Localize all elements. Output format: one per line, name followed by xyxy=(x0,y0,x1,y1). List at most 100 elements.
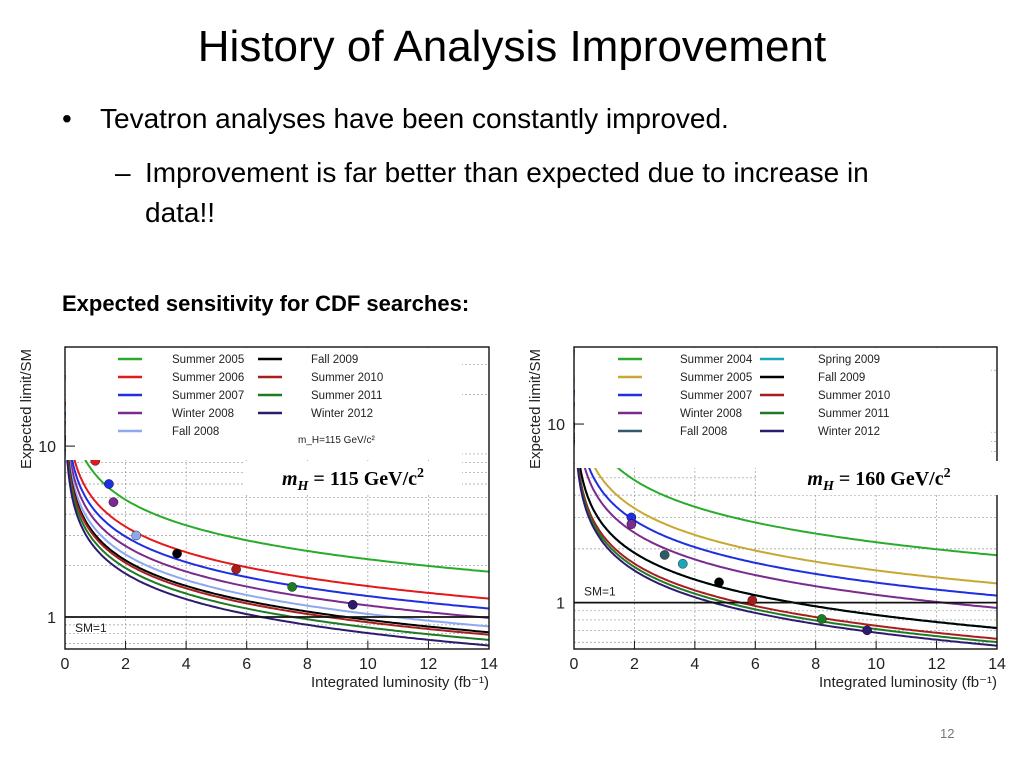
x-tick-label: 8 xyxy=(811,656,820,673)
slide-title: History of Analysis Improvement xyxy=(197,22,827,71)
data-point-fall-2008 xyxy=(659,550,670,560)
x-tick-label: 0 xyxy=(61,656,70,673)
data-point-winter-2008 xyxy=(108,497,119,507)
legend-label-fall-2008: Fall 2008 xyxy=(680,426,727,438)
mass-value: = 160 GeV/c xyxy=(834,468,944,490)
legend-label-winter-2012: Winter 2012 xyxy=(818,426,880,438)
x-tick-label: 2 xyxy=(630,656,639,673)
y-tick-label: 1 xyxy=(556,596,565,613)
x-tick-label: 4 xyxy=(182,656,191,673)
x-tick-label: 14 xyxy=(480,656,498,673)
series-line-winter-2008 xyxy=(574,402,997,609)
legend-label-summer-2010: Summer 2010 xyxy=(311,372,383,384)
series-line-summer-2005 xyxy=(65,374,489,573)
mass-annotation: mH = 160 GeV/c2 xyxy=(807,466,950,494)
legend-label-summer-2004: Summer 2004 xyxy=(680,354,753,366)
chart-caption: Expected sensitivity for CDF searches: xyxy=(62,291,470,316)
sm-reference-label: SM=1 xyxy=(584,585,616,599)
sub-bullet-text: Improvement is far better than expected … xyxy=(145,157,869,228)
series-line-fall-2009 xyxy=(65,435,489,634)
legend-label-summer-2005: Summer 2005 xyxy=(680,372,752,384)
series-line-summer-2007 xyxy=(574,390,997,597)
series-line-summer-2005 xyxy=(574,377,997,585)
series-line-summer-2010 xyxy=(574,433,997,640)
x-tick-label: 4 xyxy=(690,656,699,673)
data-point-spring-2009 xyxy=(677,558,688,569)
curves xyxy=(65,374,489,647)
series-line-summer-2010 xyxy=(65,437,489,636)
mass-superscript: 2 xyxy=(944,466,951,481)
data-point-summer-2010 xyxy=(747,595,758,606)
legend-label-winter-2012: Winter 2012 xyxy=(311,408,373,420)
data-point-summer-2011 xyxy=(287,582,297,592)
legend-label-summer-2011: Summer 2011 xyxy=(818,408,889,420)
data-point-summer-2010 xyxy=(231,564,241,575)
data-point-winter-2012 xyxy=(862,625,872,636)
x-tick-label: 12 xyxy=(928,656,946,673)
mass-annotation-box xyxy=(244,461,462,495)
legend-label-summer-2011: Summer 2011 xyxy=(311,390,382,402)
chart-mh115: Summer 2005 Summer 2006 Summer 2007 Winter … xyxy=(18,346,498,691)
x-axis-title: Integrated luminosity (fb⁻¹) xyxy=(819,674,997,691)
y-tick-label: 10 xyxy=(547,417,565,434)
legend-background xyxy=(66,348,462,460)
legend-background xyxy=(575,348,991,468)
data-point-summer-2007 xyxy=(104,479,114,489)
y-axis-title: Expected limit/SM xyxy=(527,349,544,469)
x-tick-label: 0 xyxy=(570,656,579,673)
legend-label-winter-2008: Winter 2008 xyxy=(172,408,234,420)
sm-reference-label: SM=1 xyxy=(75,621,107,635)
mass-symbol: m xyxy=(282,468,298,490)
series-line-summer-2007 xyxy=(65,411,489,610)
legend: Summer 2004 Summer 2005 Summer 2007 Winter … xyxy=(575,348,991,468)
chart-mh160: Summer 2004 Summer 2005 Summer 2007 Winter … xyxy=(527,346,1006,691)
x-tick-label: 8 xyxy=(303,656,312,673)
legend: Summer 2005 Summer 2006 Summer 2007 Winter … xyxy=(66,348,462,460)
plot-frame xyxy=(64,346,490,650)
bullet-text: Tevatron analyses have been constantly i… xyxy=(100,103,729,134)
x-tick-label: 2 xyxy=(121,656,130,673)
data-point-winter-2008 xyxy=(626,519,637,529)
x-tick-label: 6 xyxy=(751,656,760,673)
x-tick-label: 14 xyxy=(988,656,1006,673)
y-axis-title: Expected limit/SM xyxy=(18,349,35,469)
legend-label-summer-2005: Summer 2005 xyxy=(172,354,244,366)
mass-annotation: mH = 115 GeV/c2 xyxy=(282,466,424,494)
series-line-summer-2006 xyxy=(65,401,489,600)
series-line-summer-2011 xyxy=(574,436,997,644)
mass-subscript: H xyxy=(822,479,835,494)
mass-subscript: H xyxy=(297,479,310,494)
legend-label-fall-2008: Fall 2008 xyxy=(172,426,219,438)
x-tick-label: 12 xyxy=(420,656,438,673)
mass-superscript: 2 xyxy=(417,466,424,481)
data-point-fall-2009 xyxy=(714,577,724,588)
data-point-fall-2008 xyxy=(131,530,141,541)
data-point-winter-2012 xyxy=(347,599,358,610)
x-tick-label: 6 xyxy=(242,656,251,673)
data-point-summer-2011 xyxy=(816,614,827,624)
legend-label-fall-2009: Fall 2009 xyxy=(311,354,358,366)
legend-label-spring-2009: Spring 2009 xyxy=(818,354,880,366)
legend-label-summer-2007: Summer 2007 xyxy=(680,390,752,402)
legend-label-fall-2009: Fall 2009 xyxy=(818,372,865,384)
y-tick-label: 1 xyxy=(47,610,56,627)
series-line-winter-2012 xyxy=(65,448,489,647)
data-point-fall-2009 xyxy=(172,548,182,559)
legend-label-summer-2007: Summer 2007 xyxy=(172,390,244,402)
series-line-winter-2008 xyxy=(65,421,489,619)
series-line-summer-2011 xyxy=(65,443,489,641)
y-tick-label: 10 xyxy=(38,439,56,456)
mass-annotation-box xyxy=(758,461,1000,495)
x-tick-label: 10 xyxy=(359,656,377,673)
legend-label-summer-2010: Summer 2010 xyxy=(818,390,890,402)
x-tick-label: 10 xyxy=(867,656,885,673)
mass-value: = 115 GeV/c xyxy=(308,468,417,490)
mass-symbol: m xyxy=(807,468,823,490)
legend-label-summer-2006: Summer 2006 xyxy=(172,372,244,384)
legend-label-winter-2008: Winter 2008 xyxy=(680,408,742,420)
x-axis-title: Integrated luminosity (fb⁻¹) xyxy=(311,674,489,691)
sub-bullet-marker: – xyxy=(115,157,131,188)
series-line-fall-2008 xyxy=(65,429,489,628)
legend-mass-note: m_H=115 GeV/c² xyxy=(298,435,375,446)
bullet-marker: • xyxy=(62,103,72,134)
